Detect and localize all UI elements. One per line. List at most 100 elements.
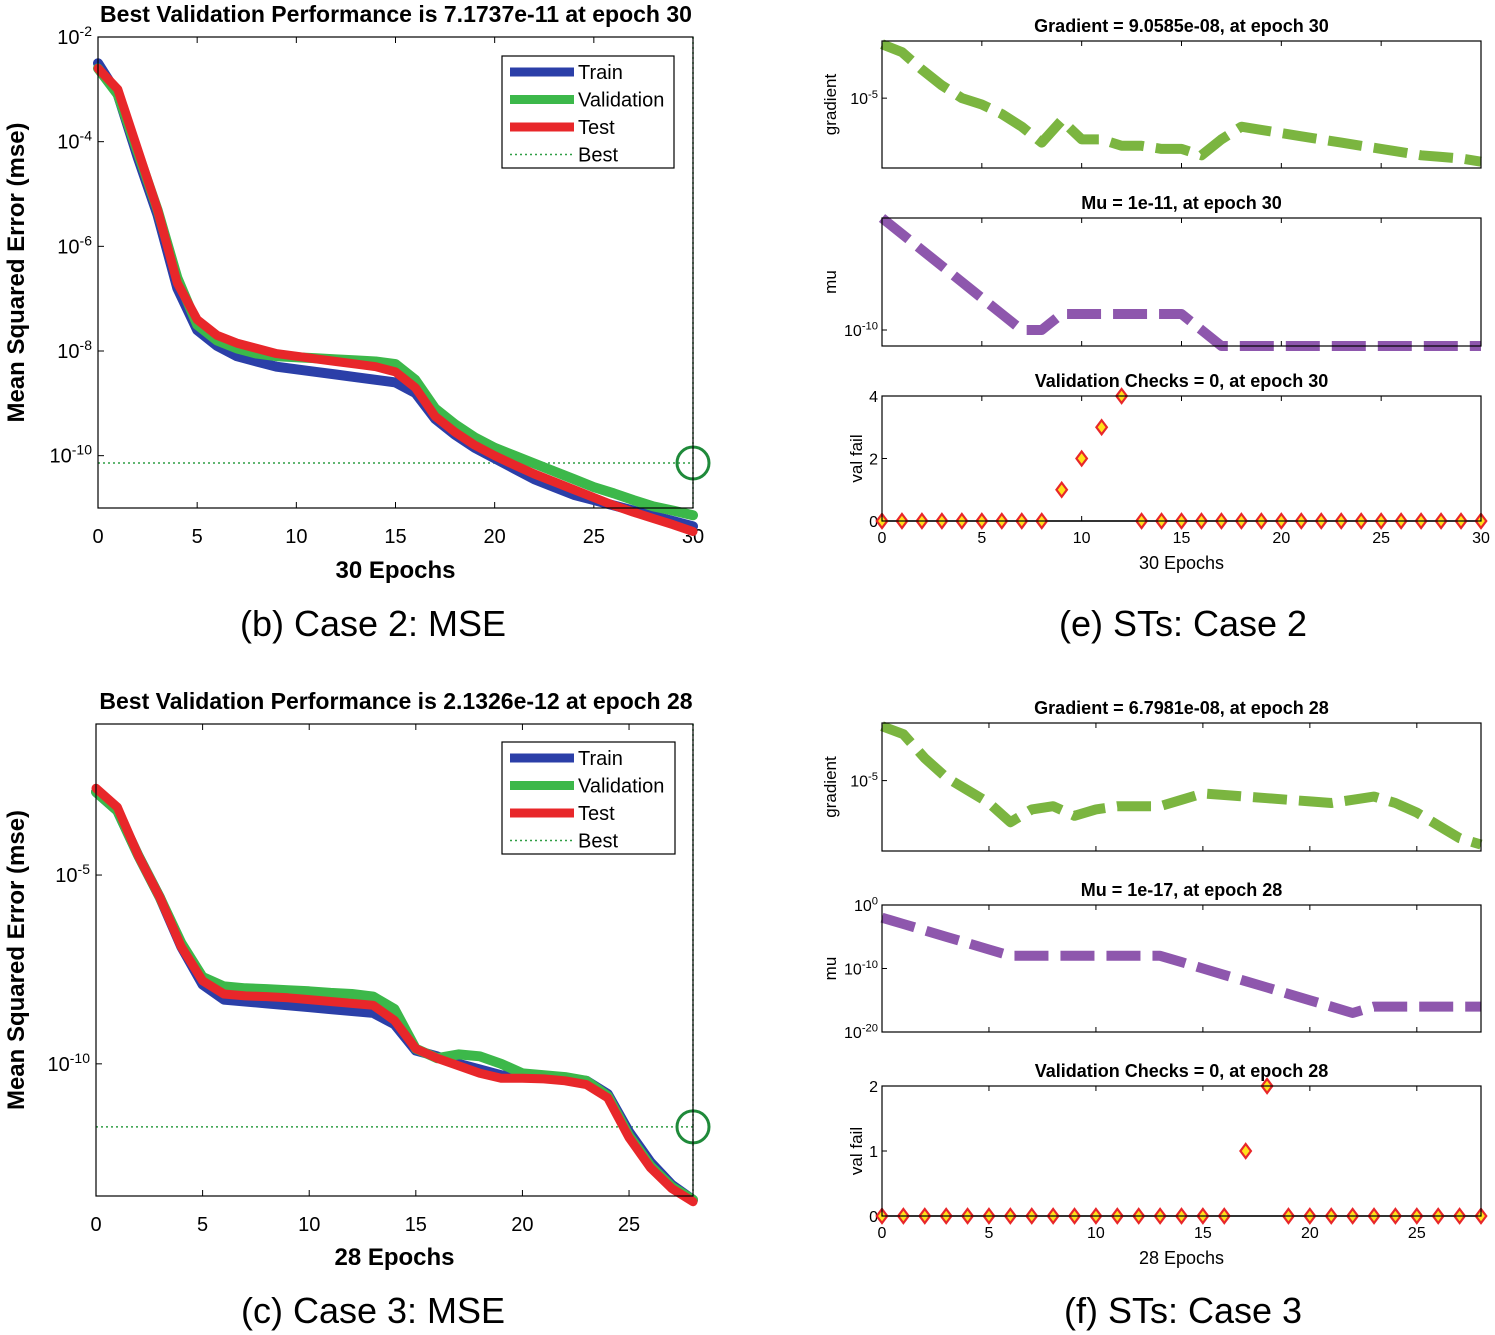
legend-label-best: Best	[578, 145, 618, 167]
x-tick-label: 20	[1301, 1225, 1319, 1242]
panel-title: Gradient = 6.7981e-08, at epoch 28	[1034, 698, 1329, 718]
legend-label-test: Test	[578, 803, 615, 825]
x-tick-label: 0	[878, 530, 887, 547]
val-fail-marker	[1055, 480, 1069, 499]
x-tick-label: 30	[1472, 530, 1490, 547]
series-line-test	[91, 783, 698, 1207]
panel-gradient: Gradient = 6.7981e-08, at epoch 28 10-5 gr…	[821, 698, 1483, 852]
x-tick-label: 20	[484, 526, 506, 548]
y-tick-label: 10-6	[57, 232, 92, 258]
y-tick-label: 10-5	[850, 89, 878, 108]
x-tick-label: 15	[405, 1214, 427, 1236]
chart-title: Best Validation Performance is 2.1326e-1…	[99, 688, 692, 714]
x-tick-label: 5	[977, 530, 986, 547]
y-tick-label: 10-5	[55, 861, 90, 887]
panel-mu: Mu = 1e-11, at epoch 30 10-10 mu	[821, 193, 1482, 351]
panel-mu: Mu = 1e-17, at epoch 28 100 10-10 10-20 mu	[821, 880, 1482, 1042]
legend: Train Validation Test Best	[501, 741, 676, 855]
panel-plot-area	[882, 218, 1481, 346]
y-tick-label: 10-10	[844, 959, 878, 978]
y-axis-label: Mean Squared Error (mse)	[3, 122, 30, 422]
legend-label-validation: Validation	[578, 776, 664, 798]
x-tick-label: 10	[298, 1214, 320, 1236]
x-tick-label: 10	[285, 526, 307, 548]
subfigure-caption: (e) STs: Case 2	[1059, 603, 1307, 644]
y-tick-label: 0	[869, 514, 878, 531]
series-line-mu	[880, 912, 1481, 1018]
val-fail-marker	[1095, 418, 1109, 437]
panel-axes-box	[881, 217, 1482, 347]
y-tick-label: 4	[869, 389, 878, 406]
x-axis-label: 28 Epochs	[334, 1244, 454, 1271]
x-tick-label: 0	[92, 526, 103, 548]
y-tick-label: 100	[854, 896, 878, 915]
panel-gradient: Gradient = 9.0585e-08, at epoch 30 10-5 gr…	[821, 16, 1482, 169]
x-tick-label: 0	[878, 1225, 887, 1242]
y-tick-label: 10-2	[57, 23, 92, 49]
mse-chart-b: Best Validation Performance is 7.1737e-1…	[3, 1, 711, 644]
x-tick-label: 25	[1372, 530, 1390, 547]
axes-box	[97, 36, 694, 509]
series-line-gradient	[880, 721, 1483, 850]
series-line-test	[93, 63, 698, 536]
panel-plot-area	[882, 905, 1481, 1032]
y-axis-label: Mean Squared Error (mse)	[3, 810, 30, 1110]
x-tick-label: 0	[90, 1214, 101, 1236]
legend-label-test: Test	[578, 117, 615, 139]
y-axis-label: mu	[821, 957, 840, 981]
x-tick-label: 5	[985, 1225, 994, 1242]
panel-axes-box	[881, 722, 1482, 852]
x-tick-label: 20	[511, 1214, 533, 1236]
panel-axes-box	[881, 904, 1482, 1033]
training-state-chart-e: Gradient = 9.0585e-08, at epoch 30 10-5 gr…	[821, 16, 1490, 644]
y-tick-label: 10-5	[850, 771, 878, 790]
val-fail-marker	[1239, 1142, 1253, 1160]
panel-title: Gradient = 9.0585e-08, at epoch 30	[1034, 16, 1329, 36]
y-tick-label: 10-10	[50, 442, 93, 468]
chart-title: Best Validation Performance is 7.1737e-1…	[100, 1, 692, 27]
panel-axes-box	[881, 40, 1482, 169]
x-tick-label: 10	[1073, 530, 1091, 547]
y-tick-label: 0	[869, 1209, 878, 1226]
subfigure-caption: (b) Case 2: MSE	[240, 603, 506, 644]
legend-label-validation: Validation	[578, 90, 664, 112]
y-tick-label: 10-4	[57, 128, 92, 154]
y-tick-label: 10-10	[844, 321, 878, 340]
y-tick-label: 1	[869, 1144, 878, 1161]
x-axis-label: 28 Epochs	[1139, 1248, 1224, 1268]
legend-label-train: Train	[578, 62, 623, 84]
y-tick-label: 2	[869, 452, 878, 469]
panel-axes-box	[881, 1085, 1482, 1217]
x-tick-label: 15	[1173, 530, 1191, 547]
y-tick-label: 10-10	[48, 1050, 91, 1076]
x-tick-label: 20	[1272, 530, 1290, 547]
x-tick-label: 25	[618, 1214, 640, 1236]
panel-title: Validation Checks = 0, at epoch 30	[1035, 371, 1329, 391]
subfigure-caption: (c) Case 3: MSE	[241, 1290, 505, 1331]
panel-title: Mu = 1e-11, at epoch 30	[1081, 193, 1282, 213]
x-tick-label: 25	[583, 526, 605, 548]
legend-label-best: Best	[578, 831, 618, 853]
subfigure-caption: (f) STs: Case 3	[1064, 1290, 1302, 1331]
training-state-chart-f: Gradient = 6.7981e-08, at epoch 28 10-5 gr…	[821, 698, 1488, 1331]
x-axis-label: 30 Epochs	[1139, 553, 1224, 573]
x-tick-label: 5	[197, 1214, 208, 1236]
y-tick-label: 2	[869, 1079, 878, 1096]
legend-label-train: Train	[578, 748, 623, 770]
x-tick-label: 15	[1194, 1225, 1212, 1242]
y-axis-label: mu	[821, 270, 840, 294]
x-tick-label: 5	[192, 526, 203, 548]
y-tick-label: 10-8	[57, 337, 92, 363]
mse-chart-c: Best Validation Performance is 2.1326e-1…	[3, 688, 711, 1331]
panel-title: Mu = 1e-17, at epoch 28	[1081, 880, 1283, 900]
y-axis-label: val fail	[847, 434, 866, 482]
x-tick-label: 15	[384, 526, 406, 548]
x-tick-label: 25	[1408, 1225, 1426, 1242]
panel-axes-box	[881, 395, 1482, 522]
val-fail-marker	[1075, 449, 1089, 468]
panel-plot-area	[882, 396, 1481, 521]
panel-plot-area	[882, 1086, 1481, 1216]
y-tick-label: 10-20	[844, 1023, 878, 1042]
